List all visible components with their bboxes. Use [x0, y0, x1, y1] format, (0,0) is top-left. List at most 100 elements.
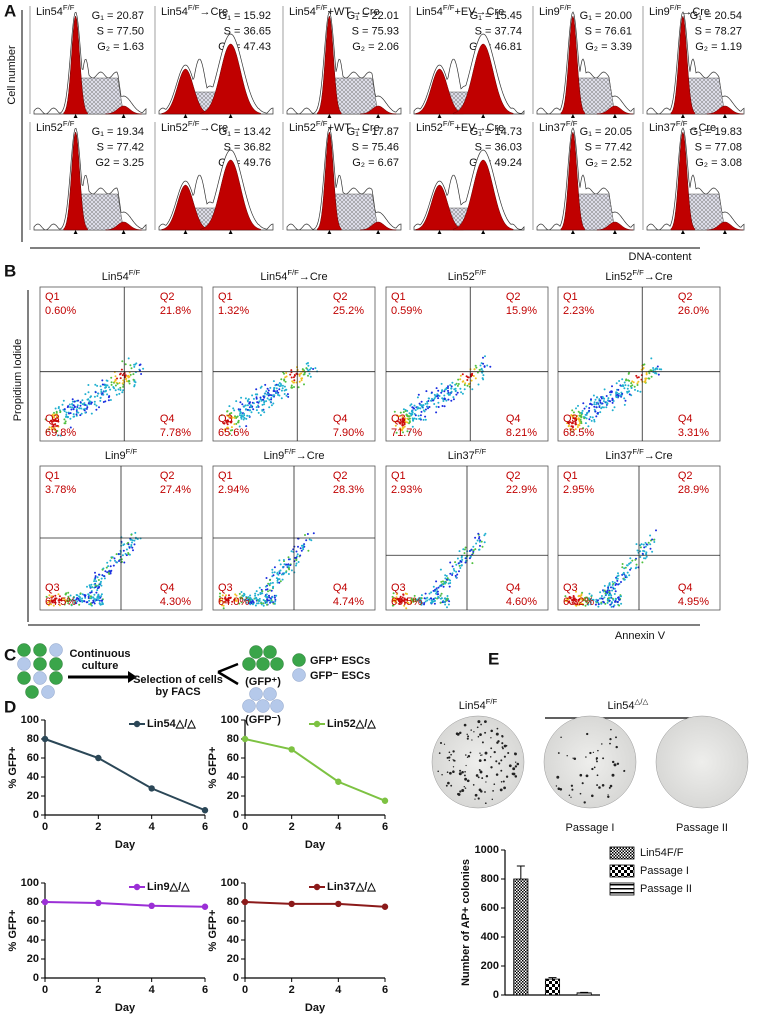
cell — [263, 645, 277, 659]
event-dot — [597, 601, 600, 604]
step-text: culture — [82, 660, 119, 672]
event-dot — [457, 378, 460, 381]
event-dot — [620, 581, 622, 583]
event-dot — [93, 580, 96, 583]
cell — [292, 668, 306, 682]
s-phase — [329, 193, 379, 231]
plot-title: Lin54F/F — [102, 268, 141, 283]
event-dot — [617, 392, 620, 395]
event-dot — [301, 368, 304, 371]
event-dot — [395, 593, 398, 596]
quadrant-value: 2.95% — [563, 484, 594, 496]
superscript: F/F — [566, 119, 578, 128]
event-dot — [88, 584, 91, 587]
colony — [490, 766, 493, 769]
event-dot — [95, 408, 98, 411]
event-dot — [66, 600, 69, 602]
quadrant-value: 27.4% — [160, 484, 191, 496]
event-dot — [413, 594, 416, 597]
event-dot — [221, 597, 224, 600]
event-dot — [300, 549, 303, 552]
event-dot — [220, 414, 223, 417]
event-dot — [457, 562, 460, 565]
event-dot — [109, 572, 112, 575]
g2-peak — [706, 105, 744, 115]
event-dot — [443, 394, 446, 397]
event-dot — [472, 549, 475, 552]
superscript: F/F — [129, 268, 141, 277]
colony — [496, 727, 499, 730]
stat-text: S = 36.03 — [475, 141, 522, 153]
event-dot — [69, 426, 72, 429]
event-dot — [461, 392, 464, 395]
event-dot — [477, 383, 480, 386]
event-dot — [73, 406, 76, 409]
event-dot — [450, 390, 453, 393]
event-dot — [649, 369, 652, 372]
event-dot — [567, 425, 570, 428]
quadrant-name: Q4 — [678, 582, 693, 594]
colony — [476, 726, 479, 729]
event-dot — [623, 381, 626, 384]
marker — [481, 230, 486, 234]
event-dot — [92, 596, 95, 599]
event-dot — [614, 600, 616, 603]
event-dot — [110, 381, 113, 384]
colony — [610, 728, 612, 731]
y-tick-label: 400 — [481, 931, 499, 943]
event-dot — [621, 563, 624, 565]
event-dot — [234, 593, 237, 596]
event-dot — [403, 423, 406, 426]
event-dot — [486, 364, 489, 367]
event-dot — [444, 603, 447, 606]
colony — [493, 750, 496, 754]
panel-label: A — [4, 1, 16, 20]
event-dot — [130, 367, 133, 370]
event-dot — [272, 602, 275, 605]
event-dot — [451, 574, 454, 576]
event-dot — [266, 598, 269, 601]
event-dot — [636, 549, 639, 552]
plot-title: Lin52F/F — [36, 119, 75, 134]
event-dot — [641, 552, 644, 555]
event-dot — [459, 567, 462, 569]
event-dot — [269, 400, 272, 403]
event-dot — [267, 582, 270, 585]
colony — [452, 766, 455, 768]
panel-label: E — [488, 649, 499, 668]
event-dot — [574, 421, 577, 424]
event-dot — [56, 415, 58, 418]
cell — [17, 671, 31, 685]
event-dot — [635, 543, 638, 546]
event-dot — [633, 385, 636, 388]
event-dot — [295, 550, 298, 553]
quadrant-name: Q2 — [678, 470, 693, 482]
event-dot — [257, 411, 260, 414]
event-dot — [73, 596, 76, 599]
event-dot — [283, 572, 286, 575]
event-dot — [588, 407, 591, 409]
event-dot — [101, 383, 104, 386]
event-dot — [121, 382, 124, 385]
event-dot — [615, 382, 618, 385]
event-dot — [265, 400, 268, 403]
marker — [121, 230, 126, 234]
event-dot — [272, 380, 275, 383]
event-dot — [583, 407, 586, 410]
event-dot — [399, 418, 402, 421]
text-part: →Cre — [296, 450, 325, 462]
event-dot — [283, 385, 286, 388]
event-dot — [53, 428, 56, 431]
event-dot — [605, 401, 608, 404]
event-dot — [51, 423, 54, 425]
event-dot — [72, 413, 75, 416]
event-dot — [606, 591, 609, 594]
event-dot — [483, 365, 486, 368]
event-dot — [100, 593, 103, 596]
colony — [469, 751, 472, 754]
event-dot — [392, 592, 395, 595]
marker — [722, 230, 727, 234]
event-dot — [396, 597, 399, 600]
event-dot — [418, 597, 421, 600]
colony — [493, 783, 496, 786]
